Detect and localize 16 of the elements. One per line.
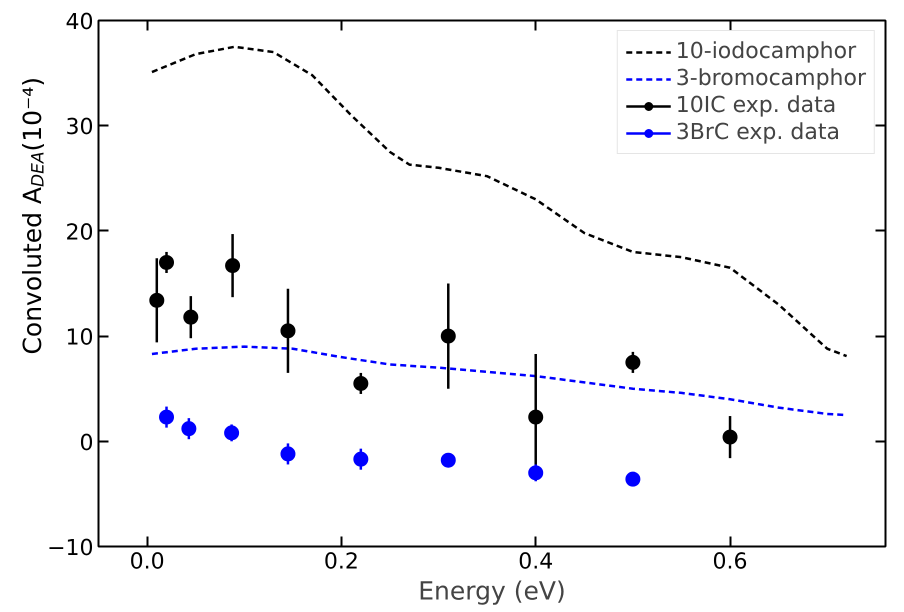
- y-tick-label: 10: [66, 326, 94, 351]
- x-axis-title: Energy (eV): [418, 576, 566, 606]
- y-tick-label: 0: [80, 430, 94, 456]
- y-axis-title: Convoluted ADEA(10⁻⁴): [18, 76, 48, 355]
- x-tick-label: 0.4: [518, 550, 554, 574]
- x-tick-label: 0.2: [324, 550, 359, 574]
- legend-label: 10-iodocamphor: [676, 39, 856, 64]
- legend-label: 3-bromocamphor: [676, 66, 866, 91]
- x-tick-label: 0.6: [712, 550, 748, 574]
- legend-label: 3BrC exp. data: [676, 120, 840, 145]
- y-tick-label: 40: [66, 10, 94, 35]
- y-tick-label: 20: [66, 220, 94, 246]
- x-tick-label: 0.0: [130, 550, 165, 574]
- y-tick-label: 30: [66, 115, 94, 140]
- y-tick-label: −10: [47, 536, 94, 561]
- legend-label: 10IC exp. data: [676, 93, 836, 118]
